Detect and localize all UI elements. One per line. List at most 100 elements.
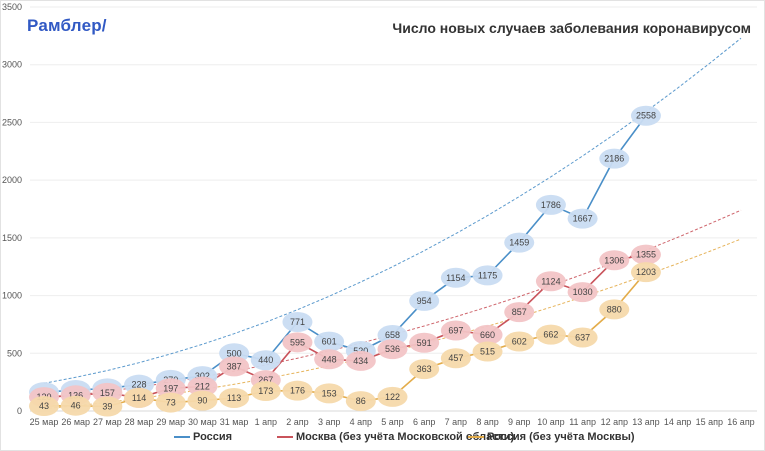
x-tick-label: 12 апр	[601, 417, 628, 427]
data-label: 114	[132, 393, 146, 403]
x-tick-label: 7 апр	[445, 417, 467, 427]
y-tick-label: 2500	[2, 117, 22, 127]
data-point-2	[504, 331, 535, 352]
data-label: 113	[227, 393, 241, 403]
data-point-1	[187, 376, 218, 397]
legend-item-russia-ex-moscow: Россия (без учёта Москвы)	[468, 431, 635, 443]
data-label: 954	[417, 296, 432, 306]
x-tick-label: 8 апр	[476, 417, 498, 427]
data-label: 440	[258, 355, 273, 365]
data-label: 536	[385, 344, 400, 354]
legend-label: Россия	[193, 431, 233, 443]
x-tick-label: 26 мар	[61, 417, 90, 427]
x-tick-label: 13 апр	[632, 417, 659, 427]
data-label: 662	[543, 330, 558, 340]
data-label: 1124	[541, 276, 560, 286]
data-point-2	[314, 383, 345, 404]
data-point-2	[472, 341, 503, 362]
data-label: 1459	[509, 238, 529, 248]
data-label: 1203	[636, 267, 656, 277]
data-label: 602	[512, 337, 527, 347]
data-point-2	[345, 391, 376, 412]
data-point-1	[219, 356, 250, 377]
data-point-2	[187, 390, 218, 411]
data-labels: 2282703025004407716015206589541154117514…	[29, 105, 661, 417]
series-line-0	[43, 115, 647, 393]
legend-swatch-moscow	[277, 436, 293, 438]
data-point-2	[250, 381, 281, 402]
legend-swatch-russia-ex-moscow	[468, 436, 484, 438]
data-point-2	[535, 324, 566, 345]
data-point-0	[440, 267, 471, 288]
trendline-1	[43, 209, 742, 399]
data-point-1	[314, 349, 345, 370]
x-tick-label: 29 мар	[156, 417, 185, 427]
legend-item-moscow: Москва (без учёта Московской области)	[277, 431, 514, 443]
x-tick-label: 30 мар	[188, 417, 217, 427]
data-point-1	[282, 332, 313, 353]
data-label: 46	[71, 401, 81, 411]
x-tick-label: 27 мар	[93, 417, 122, 427]
x-tick-label: 15 апр	[696, 417, 723, 427]
data-label: 86	[356, 396, 366, 406]
x-tick-label: 2 апр	[286, 417, 308, 427]
y-axis-ticks: 0 500 1000 1500 2000 2500 3000 3500	[2, 2, 22, 416]
y-tick-label: 2000	[2, 175, 22, 185]
y-tick-label: 3000	[2, 60, 22, 70]
x-tick-label: 14 апр	[664, 417, 691, 427]
x-tick-label: 10 апр	[537, 417, 564, 427]
data-label: 658	[385, 330, 400, 340]
x-tick-label: 1 апр	[255, 417, 277, 427]
data-point-1	[504, 302, 535, 323]
y-tick-label: 3500	[2, 2, 22, 12]
data-point-1	[599, 250, 630, 271]
data-label: 457	[448, 353, 463, 363]
data-point-2	[377, 386, 408, 407]
x-tick-label: 5 апр	[381, 417, 403, 427]
data-point-1	[377, 339, 408, 360]
data-label: 363	[417, 364, 432, 374]
data-label: 1154	[446, 273, 465, 283]
data-point-2	[599, 299, 630, 320]
legend-label: Москва (без учёта Московской области)	[296, 431, 515, 443]
series-lines	[43, 115, 647, 408]
data-label: 1306	[604, 255, 624, 265]
data-label: 637	[575, 332, 590, 342]
data-point-1	[345, 350, 376, 371]
data-label: 880	[607, 304, 622, 314]
data-label: 1175	[478, 270, 497, 280]
data-label: 857	[512, 307, 527, 317]
legend-item-russia: Россия	[174, 431, 232, 443]
legend-label: Россия (без учёта Москвы)	[487, 431, 635, 443]
x-tick-label: 31 мар	[220, 417, 249, 427]
data-point-0	[630, 105, 661, 126]
data-point-2	[155, 392, 186, 413]
data-point-2	[29, 396, 59, 417]
x-tick-label: 16 апр	[727, 417, 754, 427]
x-axis-ticks: 25 мар 26 мар 27 мар 28 мар 29 мар 30 мар 31 м…	[30, 417, 755, 427]
data-point-1	[409, 332, 440, 353]
y-tick-label: 1500	[2, 233, 22, 243]
data-label: 2186	[604, 154, 624, 164]
data-point-0	[250, 350, 281, 371]
data-label: 2558	[636, 111, 656, 121]
data-point-2	[92, 396, 123, 417]
data-point-0	[504, 232, 535, 253]
data-point-1	[630, 244, 661, 265]
x-tick-label: 4 апр	[350, 417, 372, 427]
data-label: 1030	[573, 287, 593, 297]
legend-swatch-russia	[174, 436, 190, 438]
data-label: 212	[195, 382, 210, 392]
data-label: 591	[417, 338, 432, 348]
rambler-logo: Рамблер/	[27, 16, 107, 35]
data-label: 157	[100, 388, 115, 398]
data-point-1	[535, 271, 566, 292]
data-label: 771	[290, 317, 305, 327]
data-label: 434	[353, 356, 368, 366]
x-tick-label: 11 апр	[569, 417, 596, 427]
data-point-2	[282, 380, 313, 401]
data-label: 228	[132, 380, 147, 390]
data-label: 448	[322, 354, 337, 364]
y-tick-label: 1000	[2, 291, 22, 301]
